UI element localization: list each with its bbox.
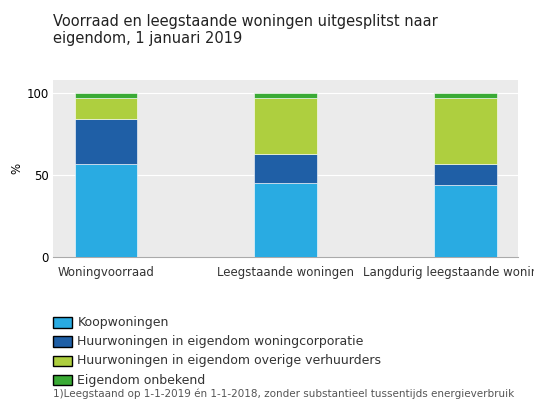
Bar <box>434 164 497 185</box>
Bar <box>75 98 137 119</box>
Text: 1)Leegstaand op 1-1-2019 én 1-1-2018, zonder substantieel tussentijds energiever: 1)Leegstaand op 1-1-2019 én 1-1-2018, zo… <box>53 389 515 399</box>
Bar <box>434 98 497 164</box>
Bar <box>75 164 137 257</box>
Text: Leegstaande woningen: Leegstaande woningen <box>217 266 354 279</box>
Bar <box>254 154 317 183</box>
Text: Voorraad en leegstaande woningen uitgesplitst naar
eigendom, 1 januari 2019: Voorraad en leegstaande woningen uitgesp… <box>53 14 438 46</box>
Bar <box>254 93 317 98</box>
Bar <box>75 93 137 98</box>
Text: Eigendom onbekend: Eigendom onbekend <box>77 374 206 387</box>
Bar <box>434 93 497 98</box>
Bar <box>434 185 497 257</box>
Text: Langdurig leegstaande woningen1: Langdurig leegstaande woningen1 <box>363 266 534 279</box>
Text: Woningvoorraad: Woningvoorraad <box>58 266 154 279</box>
Text: Huurwoningen in eigendom woningcorporatie: Huurwoningen in eigendom woningcorporati… <box>77 335 364 348</box>
Bar <box>254 183 317 257</box>
Text: Huurwoningen in eigendom overige verhuurders: Huurwoningen in eigendom overige verhuur… <box>77 354 381 367</box>
Bar <box>254 98 317 154</box>
Y-axis label: %: % <box>11 163 23 174</box>
Bar <box>75 119 137 164</box>
Text: Koopwoningen: Koopwoningen <box>77 316 169 329</box>
